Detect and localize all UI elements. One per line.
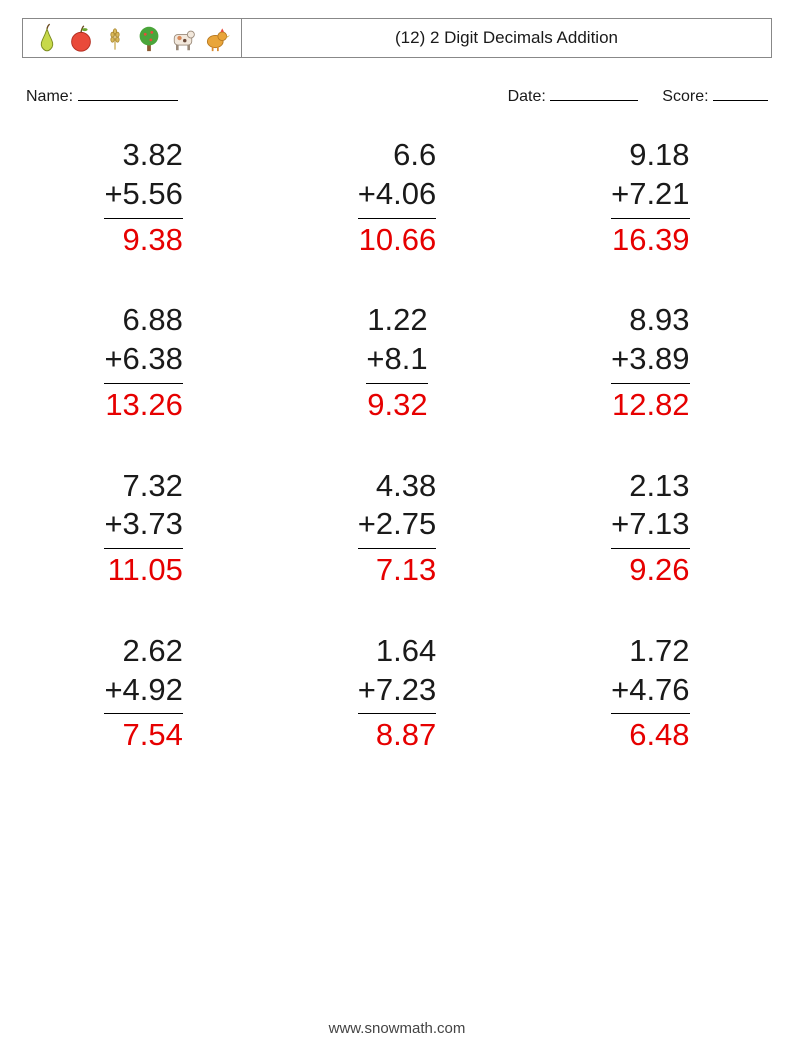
tree-icon bbox=[135, 22, 163, 54]
operator: + bbox=[104, 340, 122, 379]
operand-b: 8.1 bbox=[384, 340, 427, 379]
operator: + bbox=[104, 671, 122, 710]
problem-11: 1.64+7.238.87 bbox=[305, 632, 488, 755]
operand-b-row: +5.56 bbox=[104, 175, 182, 214]
operand-a: 6.6 bbox=[358, 136, 436, 175]
operator: + bbox=[611, 340, 629, 379]
operand-b: 6.38 bbox=[123, 340, 183, 379]
operand-a: 6.88 bbox=[104, 301, 182, 340]
wheat-icon bbox=[101, 22, 129, 54]
info-row: Name: Date: Score: bbox=[26, 84, 768, 106]
operator: + bbox=[611, 505, 629, 544]
operand-b: 7.21 bbox=[629, 175, 689, 214]
problem-5: 1.22+8.1 9.32 bbox=[305, 301, 488, 424]
operand-a: 8.93 bbox=[611, 301, 689, 340]
operand-b-row: +7.21 bbox=[611, 175, 689, 214]
answer: 16.39 bbox=[611, 218, 689, 260]
operand-b-row: +8.1 bbox=[366, 340, 427, 379]
operator: + bbox=[366, 340, 384, 379]
problem-6: 8.93+3.89 12.82 bbox=[559, 301, 742, 424]
answer: 6.48 bbox=[611, 713, 689, 755]
date-field: Date: bbox=[508, 84, 639, 106]
answer: 9.26 bbox=[611, 548, 689, 590]
answer: 10.66 bbox=[358, 218, 436, 260]
answer: 9.32 bbox=[366, 383, 427, 425]
apple-icon bbox=[67, 22, 95, 54]
operand-b: 7.23 bbox=[376, 671, 436, 710]
problem-10: 2.62+4.927.54 bbox=[52, 632, 235, 755]
score-field: Score: bbox=[662, 84, 768, 106]
answer: 7.13 bbox=[358, 548, 436, 590]
operand-b: 2.75 bbox=[376, 505, 436, 544]
header: (12) 2 Digit Decimals Addition bbox=[22, 18, 772, 58]
problem-7: 7.32+3.73 11.05 bbox=[52, 467, 235, 590]
problem-8: 4.38+2.75 7.13 bbox=[305, 467, 488, 590]
operand-a: 1.72 bbox=[611, 632, 689, 671]
problem-12: 1.72+4.766.48 bbox=[559, 632, 742, 755]
operand-b: 4.76 bbox=[629, 671, 689, 710]
footer-url: www.snowmath.com bbox=[0, 1020, 794, 1037]
operator: + bbox=[104, 505, 122, 544]
problem-3: 9.18+7.21 16.39 bbox=[559, 136, 742, 259]
operator: + bbox=[104, 175, 122, 214]
answer: 8.87 bbox=[358, 713, 436, 755]
operand-b-row: +4.76 bbox=[611, 671, 689, 710]
name-field: Name: bbox=[26, 84, 178, 106]
name-blank[interactable] bbox=[78, 84, 178, 101]
problem-2: 6.6+4.06 10.66 bbox=[305, 136, 488, 259]
worksheet-title: (12) 2 Digit Decimals Addition bbox=[242, 18, 772, 58]
problem-9: 2.13+7.13 9.26 bbox=[559, 467, 742, 590]
operand-a: 2.62 bbox=[104, 632, 182, 671]
problems-grid: 3.82+5.569.386.6+4.0610.669.18+7.2116.39… bbox=[52, 136, 742, 755]
answer: 12.82 bbox=[611, 383, 689, 425]
operand-a: 1.22 bbox=[366, 301, 427, 340]
operand-b: 3.73 bbox=[123, 505, 183, 544]
operand-b-row: +3.73 bbox=[104, 505, 182, 544]
operand-b: 7.13 bbox=[629, 505, 689, 544]
date-blank[interactable] bbox=[550, 84, 638, 101]
cow-icon bbox=[169, 22, 197, 54]
operand-a: 3.82 bbox=[104, 136, 182, 175]
icon-box bbox=[22, 18, 242, 58]
answer: 9.38 bbox=[104, 218, 182, 260]
problem-1: 3.82+5.56 9.38 bbox=[52, 136, 235, 259]
date-label: Date: bbox=[508, 88, 546, 105]
operand-b-row: +2.75 bbox=[358, 505, 436, 544]
problem-4: 6.88+6.38 13.26 bbox=[52, 301, 235, 424]
score-blank[interactable] bbox=[713, 84, 768, 101]
pear-icon bbox=[33, 22, 61, 54]
answer: 7.54 bbox=[104, 713, 182, 755]
answer: 11.05 bbox=[104, 548, 182, 590]
answer: 13.26 bbox=[104, 383, 182, 425]
operand-b: 3.89 bbox=[629, 340, 689, 379]
operand-b-row: +3.89 bbox=[611, 340, 689, 379]
score-label: Score: bbox=[662, 88, 708, 105]
name-label: Name: bbox=[26, 88, 73, 105]
operand-b: 4.06 bbox=[376, 175, 436, 214]
operator: + bbox=[358, 671, 376, 710]
operand-b: 5.56 bbox=[123, 175, 183, 214]
operand-a: 7.32 bbox=[104, 467, 182, 506]
operand-a: 4.38 bbox=[358, 467, 436, 506]
operator: + bbox=[358, 505, 376, 544]
chicken-icon bbox=[203, 22, 231, 54]
operand-b-row: +7.23 bbox=[358, 671, 436, 710]
operand-b-row: +6.38 bbox=[104, 340, 182, 379]
operator: + bbox=[611, 175, 629, 214]
operand-a: 9.18 bbox=[611, 136, 689, 175]
operand-b-row: +4.92 bbox=[104, 671, 182, 710]
operand-b: 4.92 bbox=[123, 671, 183, 710]
operator: + bbox=[611, 671, 629, 710]
operator: + bbox=[358, 175, 376, 214]
operand-b-row: +4.06 bbox=[358, 175, 436, 214]
operand-b-row: +7.13 bbox=[611, 505, 689, 544]
operand-a: 1.64 bbox=[358, 632, 436, 671]
operand-a: 2.13 bbox=[611, 467, 689, 506]
